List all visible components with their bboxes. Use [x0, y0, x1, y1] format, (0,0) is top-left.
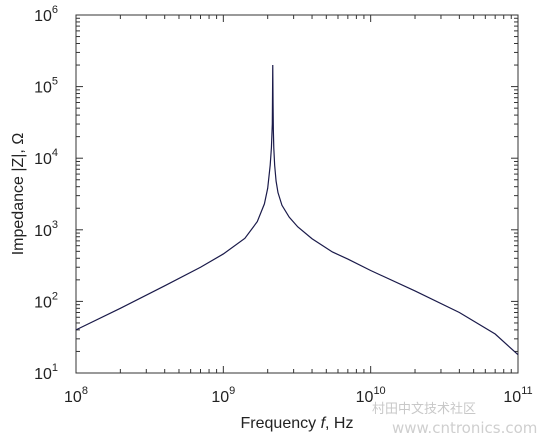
- y-tick-exponent: 4: [52, 147, 58, 159]
- y-tick-base: 10: [34, 223, 52, 240]
- x-tick-exponent: 11: [521, 385, 532, 397]
- x-tick-base: 10: [211, 389, 229, 406]
- x-tick-base: 10: [64, 389, 82, 406]
- y-tick-exponent: 6: [52, 4, 58, 16]
- y-tick-base: 10: [34, 294, 52, 311]
- tick-marks: [75, 14, 519, 374]
- y-tick-label: 105: [34, 76, 58, 97]
- x-axis-label: Frequency: [241, 415, 317, 432]
- x-tick-exponent: 8: [82, 385, 88, 397]
- x-tick-labels: 108 109 1010 1011: [64, 385, 533, 406]
- y-tick-base: 10: [34, 80, 52, 97]
- x-axis-variable: f: [321, 415, 327, 432]
- x-tick-label: 108: [64, 385, 88, 406]
- y-tick-exponent: 2: [52, 290, 58, 302]
- y-tick-label: 103: [34, 219, 58, 240]
- y-tick-label: 101: [34, 362, 58, 383]
- y-tick-label: 104: [34, 147, 58, 168]
- y-tick-base: 10: [34, 8, 52, 25]
- x-tick-exponent: 10: [373, 385, 385, 397]
- x-tick-base: 10: [503, 389, 521, 406]
- y-tick-exponent: 5: [52, 76, 58, 88]
- series-line-impedance: [75, 65, 519, 356]
- x-tick-label: 1011: [503, 385, 532, 406]
- x-tick-exponent: 9: [229, 385, 235, 397]
- watermark-brand: 村田中文技术社区: [372, 401, 476, 417]
- x-axis-unit: , Hz: [325, 415, 353, 432]
- y-tick-label: 106: [34, 4, 58, 25]
- y-tick-exponent: 1: [52, 362, 58, 374]
- plot-area: [75, 14, 519, 374]
- watermark-site: www.cntronics.com: [392, 419, 537, 436]
- y-axis-title: Impedance |Z|, Ω: [10, 133, 27, 256]
- y-tick-base: 10: [34, 366, 52, 383]
- x-tick-base: 10: [356, 389, 374, 406]
- x-tick-label: 109: [211, 385, 235, 406]
- x-tick-label: 1010: [356, 385, 386, 406]
- x-axis-title: Frequency f, Hz: [241, 415, 354, 432]
- y-tick-base: 10: [34, 151, 52, 168]
- y-tick-label: 102: [34, 290, 58, 311]
- y-tick-exponent: 3: [52, 219, 58, 231]
